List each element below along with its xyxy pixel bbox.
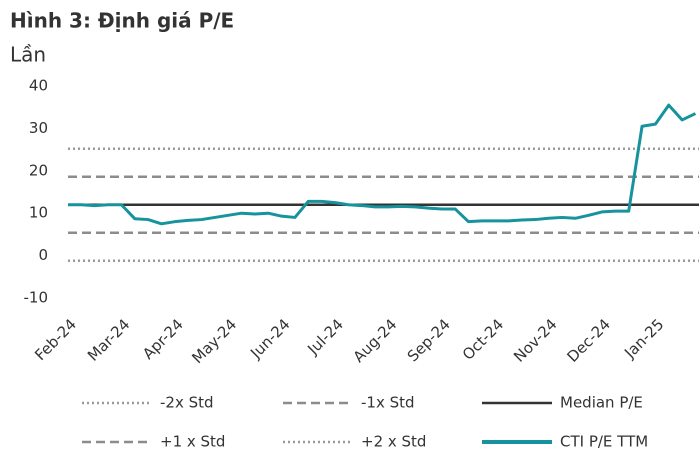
x-tick-label: Oct-24	[459, 315, 507, 363]
x-tick-label: Feb-24	[31, 315, 80, 364]
y-tick-label: 0	[38, 246, 48, 264]
x-tick-label: Dec-24	[563, 315, 614, 366]
chart-title: Hình 3: Định giá P/E	[10, 9, 234, 33]
x-tick-label: Aug-24	[350, 315, 401, 366]
legend-label: -1x Std	[361, 394, 415, 412]
y-tick-label: 10	[29, 204, 48, 222]
x-tick-label: Apr-24	[139, 315, 187, 363]
x-tick-label: Mar-24	[84, 315, 133, 364]
y-tick-label: 30	[29, 119, 48, 137]
legend-label: -2x Std	[160, 394, 214, 412]
x-tick-label: Jun-24	[246, 315, 293, 362]
data-line	[68, 103, 697, 226]
legend-label: CTI P/E TTM	[560, 433, 648, 451]
x-tick-label: Nov-24	[510, 315, 560, 365]
legend-label: Median P/E	[560, 394, 643, 412]
legend-label: +1 x Std	[160, 433, 225, 451]
y-tick-label: 20	[29, 161, 48, 179]
x-tick-label: Jul-24	[303, 315, 347, 359]
y-axis-label: Lần	[10, 43, 46, 67]
x-tick-label: May-24	[188, 315, 240, 367]
x-tick-label: Jan-25	[620, 315, 667, 362]
x-tick-label: Sep-24	[404, 315, 454, 365]
legend-label: +2 x Std	[361, 433, 426, 451]
y-tick-label: -10	[24, 289, 49, 307]
y-tick-label: 40	[29, 77, 48, 95]
